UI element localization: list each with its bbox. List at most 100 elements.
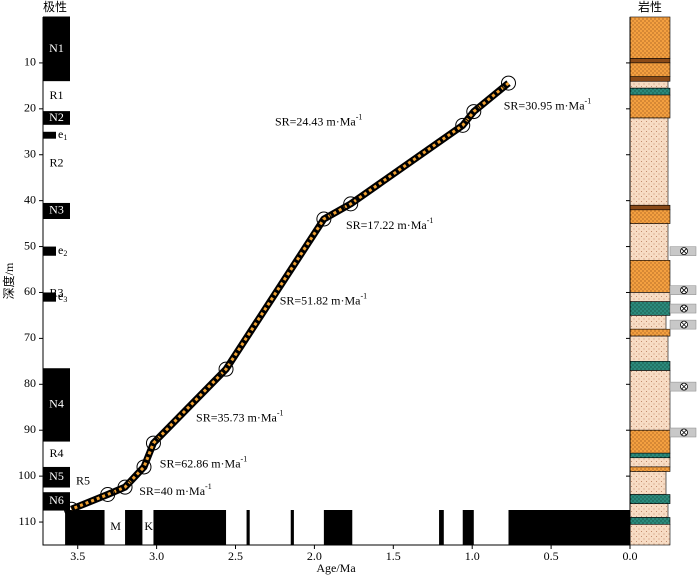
- polarity-event: [43, 246, 56, 256]
- y-tick-label: 10: [24, 55, 36, 69]
- polarity-label: N3: [49, 203, 64, 217]
- lithology-texture: [630, 370, 670, 431]
- y-tick-label: 70: [24, 330, 36, 344]
- axis-frame: [42, 17, 630, 546]
- lithology-layer: [629, 58, 671, 64]
- polarity-label: N5: [49, 469, 64, 483]
- x-tick-label: 2.5: [228, 549, 243, 563]
- concretion-marker: [669, 427, 697, 438]
- x-axis-label: Age/Ma: [316, 561, 356, 575]
- y-tick-label: 80: [24, 376, 36, 390]
- sr-annotation: SR=30.95 m·Ma-1: [504, 96, 591, 112]
- lithology-title: 岩性: [638, 0, 662, 14]
- event-label: e1: [58, 127, 67, 142]
- y-tick-label: 100: [18, 468, 36, 482]
- tie-point: [145, 435, 161, 451]
- lithology-layer: [629, 76, 671, 82]
- sr-annotation: SR=40 m·Ma-1: [139, 482, 211, 498]
- concretion-marker: [669, 285, 697, 295]
- polarity-label: R2: [49, 156, 63, 170]
- marker-cross: [681, 383, 687, 390]
- lithology-texture: [630, 503, 668, 518]
- lithology-texture: [630, 88, 670, 96]
- lithology-texture: [630, 361, 670, 371]
- polarity-zone: [43, 368, 70, 442]
- marker-cross: [681, 429, 687, 436]
- marker-cross: [681, 248, 687, 254]
- concretion-marker: [669, 246, 697, 256]
- marker-cross: [681, 305, 687, 312]
- lithology-texture: [630, 95, 670, 119]
- marker-cross: [681, 321, 687, 328]
- age-chron: [65, 510, 105, 545]
- tie-point: [466, 104, 482, 120]
- lithology-texture: [630, 430, 670, 454]
- sr-annotation: SR=51.82 m·Ma-1: [280, 291, 367, 307]
- x-tick-label: 1.0: [465, 549, 480, 563]
- x-tick-label: 0.0: [623, 549, 638, 563]
- lithology-texture: [630, 336, 668, 362]
- lithology-texture: [630, 315, 666, 330]
- tie-point: [136, 459, 152, 475]
- x-tick-label: 2.0: [307, 549, 322, 563]
- tie-point: [316, 211, 332, 227]
- lithology-texture: [630, 17, 670, 59]
- age-chron: [153, 510, 227, 545]
- tie-point: [100, 486, 116, 502]
- age-depth-line-dots: [70, 81, 510, 511]
- polarity-label: N6: [49, 493, 64, 507]
- polarity-zone: [43, 17, 70, 82]
- polarity-label: R5: [76, 473, 90, 487]
- polarity-event: [43, 292, 56, 302]
- concretion-marker: [669, 319, 697, 330]
- polarity-zone: [43, 111, 70, 125]
- y-tick-label: 40: [24, 192, 36, 206]
- x-tick-label: 1.5: [386, 549, 401, 563]
- sr-annotation: SR=17.22 m·Ma-1: [346, 216, 433, 232]
- lithology-texture: [630, 471, 666, 495]
- age-chron: [508, 510, 630, 545]
- polarity-zone: [43, 487, 70, 493]
- tie-point: [117, 479, 133, 495]
- lithology-texture: [630, 301, 670, 316]
- sr-annotation: SR=24.43 m·Ma-1: [275, 112, 362, 128]
- polarity-title: 极性: [43, 0, 67, 14]
- lithology-texture: [630, 517, 670, 525]
- chron-label: K: [144, 519, 153, 533]
- lithology-layer: [629, 204, 671, 211]
- lithology-texture: [630, 453, 670, 458]
- y-tick-label: 110: [18, 514, 36, 528]
- y-tick-label: 30: [24, 146, 36, 160]
- age-chron: [439, 510, 444, 545]
- y-tick-label: 20: [24, 101, 36, 115]
- x-tick-label: 3.0: [149, 549, 164, 563]
- polarity-label: N1: [49, 41, 64, 55]
- polarity-zone: [43, 81, 70, 112]
- age-chron: [462, 510, 474, 545]
- polarity-zone: [43, 466, 70, 488]
- marker-cross: [681, 287, 687, 293]
- lithology-texture: [630, 223, 668, 261]
- chron-label: O: [334, 519, 343, 533]
- polarity-label: R4: [49, 446, 63, 460]
- chron-label: J: [465, 519, 470, 533]
- polarity-zone: [43, 202, 70, 220]
- polarity-label: N4: [49, 397, 64, 411]
- y-tick-label: 50: [24, 238, 36, 252]
- lithology-texture: [630, 466, 670, 472]
- age-chron: [290, 510, 294, 545]
- lithology-texture: [630, 494, 670, 504]
- x-tick-label: 0.5: [544, 549, 559, 563]
- y-tick-label: 60: [24, 284, 36, 298]
- lithology-texture: [630, 524, 670, 545]
- chron-label: M: [110, 519, 121, 533]
- polarity-label: N2: [49, 110, 64, 124]
- lithology-texture: [630, 457, 670, 467]
- age-chron: [125, 510, 143, 545]
- lithology-texture: [630, 118, 668, 206]
- polarity-zone: [43, 441, 70, 467]
- lithology-texture: [630, 81, 668, 89]
- concretion-marker: [669, 303, 697, 314]
- polarity-label: R1: [49, 88, 63, 102]
